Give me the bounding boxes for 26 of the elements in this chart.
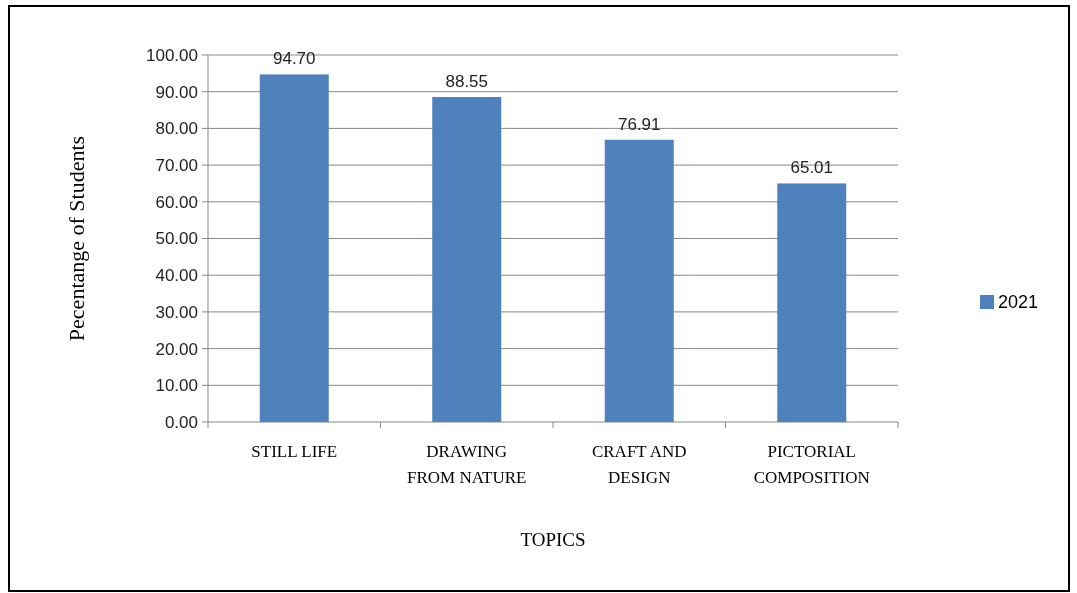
x-tick-label: CRAFT AND DESIGN [591, 442, 687, 487]
bar [777, 183, 847, 422]
x-axis-title: TOPICS [520, 529, 586, 550]
y-axis-title: Pecentange of Students [64, 135, 89, 342]
x-tick-label: STILL LIFE [251, 442, 338, 461]
y-tick-label: 60.00 [155, 192, 198, 212]
data-label: 65.01 [790, 158, 834, 178]
y-tick-label: 100.00 [146, 45, 198, 65]
y-tick-label: 80.00 [155, 119, 198, 139]
x-tick-label: PICTORIAL COMPOSITION [753, 442, 870, 487]
data-label: 88.55 [445, 72, 489, 92]
y-tick-label: 0.00 [164, 412, 198, 432]
x-tick-label: DRAWING FROM NATURE [407, 442, 527, 487]
y-tick-label: 10.00 [155, 376, 198, 396]
y-tick-label: 70.00 [155, 156, 198, 176]
y-tick-label: 20.00 [155, 339, 198, 359]
y-tick-label: 30.00 [155, 302, 198, 322]
y-tick-label: 40.00 [155, 266, 198, 286]
y-tick-label: 90.00 [155, 82, 198, 102]
data-label: 76.91 [617, 114, 661, 134]
bar [604, 139, 674, 422]
y-tick-label: 50.00 [155, 229, 198, 249]
bar [432, 97, 502, 422]
bar [259, 74, 329, 422]
data-label: 94.70 [272, 49, 316, 69]
legend-label: 2021 [998, 292, 1039, 313]
